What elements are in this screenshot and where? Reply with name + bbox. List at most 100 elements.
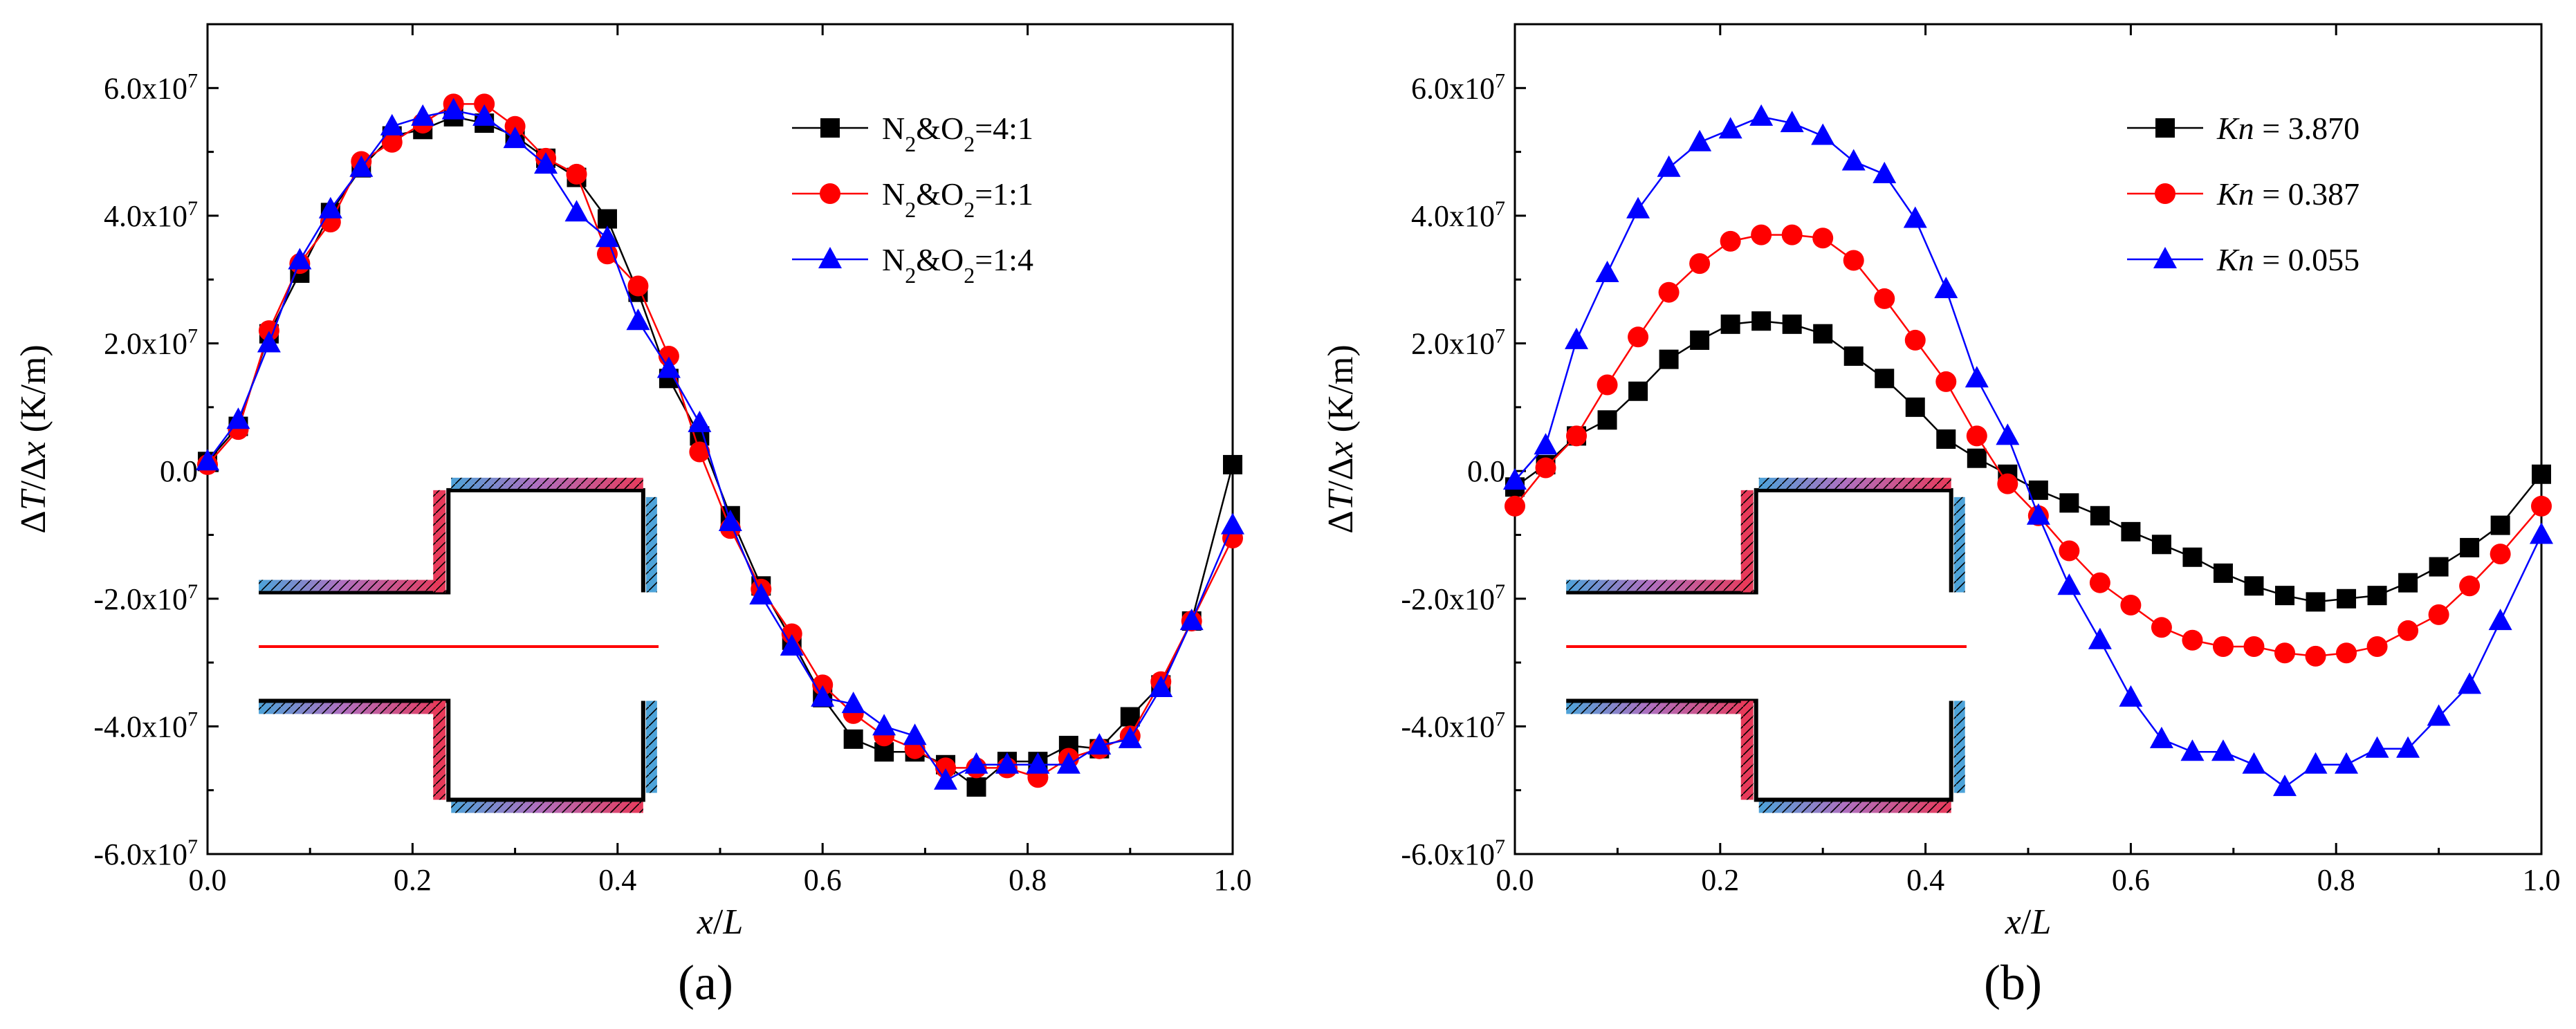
data-point (2367, 586, 2387, 606)
x-tick-label: 0.2 (1701, 863, 1739, 897)
legend: Kn = 3.870 Kn = 0.387 Kn = 0.055 (2127, 111, 2359, 277)
data-point (843, 729, 863, 749)
wall-hatch-lines (1566, 580, 1752, 591)
legend-label: Kn = 3.870 (2216, 111, 2359, 146)
inset-upper-wall (1566, 488, 1953, 595)
data-point (1751, 311, 1772, 331)
data-point (2458, 672, 2482, 694)
wall-hatch-lines (645, 497, 657, 593)
data-point (2337, 588, 2357, 609)
data-point (1659, 349, 1679, 369)
data-point (597, 209, 617, 229)
y-tick-label: -4.0x107 (1401, 707, 1505, 744)
legend-label: N2&O2=1:1 (882, 176, 1033, 222)
data-point (2026, 503, 2050, 525)
legend-marker (820, 118, 840, 138)
x-tick-label: 0.2 (394, 863, 432, 897)
data-point (564, 200, 589, 222)
data-point (872, 714, 896, 736)
data-point (1179, 609, 1204, 631)
x-axis-label: x/L (2005, 902, 2051, 942)
wall-hatch-lines (1953, 497, 1965, 593)
data-point (934, 768, 958, 790)
data-point (503, 127, 527, 149)
data-point (1904, 329, 1926, 351)
data-point (2305, 645, 2326, 667)
data-point (1813, 324, 1833, 344)
data-point (2532, 464, 2551, 484)
plot-frame (1514, 23, 2543, 855)
data-point (2398, 573, 2418, 593)
data-point (1780, 111, 1804, 133)
chart-panel-b: 0.0 0.2 0.4 0.6 0.8 1.0 -6.0x107 -4.0x107 -2.0x1… (1321, 23, 2561, 1010)
legend-label: Kn = 0.055 (2216, 242, 2359, 277)
data-point (1811, 123, 1835, 145)
data-point (1936, 429, 1956, 449)
data-point (349, 155, 374, 177)
plot-frame (206, 23, 1234, 855)
series-1 (198, 106, 1242, 797)
data-point (2530, 522, 2553, 544)
y-tick-label: 0.0 (1467, 454, 1505, 488)
x-tick-label: 0.8 (1009, 863, 1047, 897)
wall-hatch-lines (433, 490, 446, 593)
data-point (2119, 685, 2143, 707)
data-point (2211, 739, 2235, 761)
data-point (2088, 627, 2112, 649)
series-2 (197, 93, 1243, 788)
data-point (1595, 261, 1619, 282)
wall-hatch-lines (451, 477, 643, 489)
data-point (2335, 752, 2359, 774)
data-point (1535, 457, 1556, 479)
data-point (995, 752, 1019, 774)
data-point (2488, 609, 2512, 631)
x-axis-label: x/L (697, 902, 743, 942)
wall-hatch-lines (451, 801, 643, 813)
data-point (2182, 629, 2203, 651)
inset-lower-wall (259, 698, 645, 802)
y-tick-label: -4.0x107 (93, 707, 198, 744)
legend-item: N2&O2=4:1 (792, 111, 1033, 156)
y-tick-label: -2.0x107 (93, 580, 198, 616)
inset-upper-wall (259, 488, 645, 595)
data-point (472, 104, 497, 126)
data-point (1935, 371, 1957, 392)
y-tick-label: -6.0x107 (93, 835, 198, 872)
data-point (1534, 433, 1558, 455)
data-point (2212, 636, 2234, 657)
data-point (2460, 537, 2480, 557)
y-tick-label: 0.0 (160, 454, 198, 488)
data-point (841, 692, 865, 714)
data-point (2244, 576, 2264, 596)
x-tick-label: 0.6 (804, 863, 842, 897)
data-point (2149, 726, 2173, 748)
x-tick-label: 0.4 (598, 863, 636, 897)
y-tick-label: -2.0x107 (1401, 580, 1505, 616)
data-point (1056, 752, 1080, 774)
series-1 (1505, 311, 2551, 612)
data-point (2427, 704, 2451, 726)
data-point (2490, 515, 2510, 535)
panel-caption: (b) (1984, 955, 2042, 1010)
data-point (1749, 104, 1774, 126)
data-point (1875, 369, 1895, 389)
data-point (1597, 410, 1617, 430)
x-tick-label: 0.0 (1496, 863, 1534, 897)
data-point (596, 243, 618, 265)
data-point (718, 510, 742, 531)
data-point (1843, 250, 1864, 271)
data-point (2059, 493, 2079, 513)
data-point (1628, 381, 1648, 401)
data-point (2089, 572, 2110, 593)
data-point (1690, 330, 1710, 350)
data-point (689, 441, 710, 463)
data-point (2243, 636, 2265, 657)
data-point (534, 152, 558, 174)
x-tick-label: 0.6 (2112, 863, 2150, 897)
data-point (2531, 495, 2552, 517)
data-point (595, 225, 619, 248)
data-point (964, 752, 988, 774)
data-point (1505, 495, 1525, 517)
data-point (2306, 592, 2326, 612)
x-tick-label: 1.0 (1214, 863, 1252, 897)
